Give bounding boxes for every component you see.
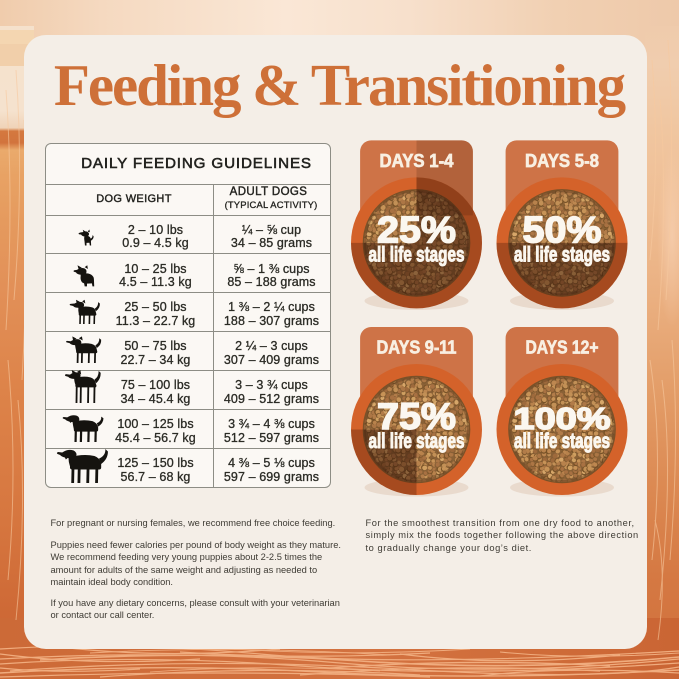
svg-text:50%: 50%	[523, 209, 602, 251]
svg-text:all life stages: all life stages	[514, 243, 610, 266]
svg-text:DAYS 12+: DAYS 12+	[526, 338, 599, 358]
svg-text:25%: 25%	[377, 209, 456, 251]
svg-text:DAYS 5-8: DAYS 5-8	[525, 151, 599, 171]
svg-text:DAYS 1-4: DAYS 1-4	[380, 151, 454, 171]
svg-text:75%: 75%	[377, 395, 456, 437]
svg-text:all life stages: all life stages	[369, 243, 465, 266]
svg-text:100%: 100%	[514, 401, 611, 436]
svg-text:all life stages: all life stages	[369, 430, 465, 453]
svg-text:DAYS 9-11: DAYS 9-11	[377, 338, 457, 358]
svg-text:all life stages: all life stages	[514, 430, 610, 453]
